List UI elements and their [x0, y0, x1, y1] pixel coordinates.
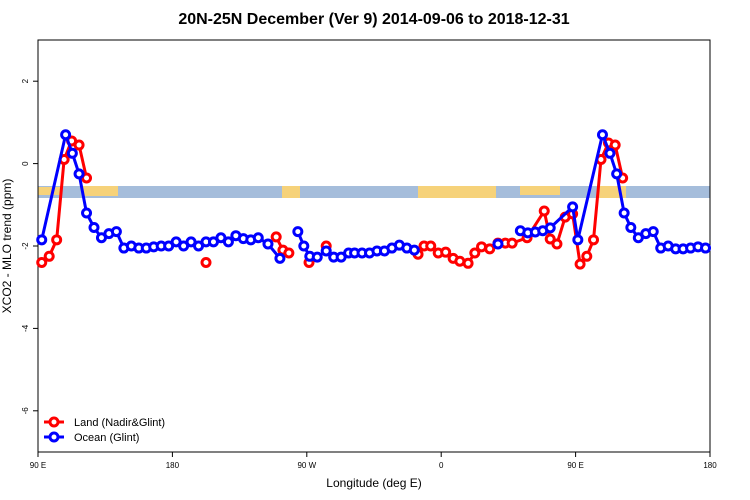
- data-point: [200, 256, 212, 268]
- data-point: [506, 237, 518, 249]
- data-point: [252, 232, 264, 244]
- data-point: [462, 257, 474, 269]
- data-point: [551, 238, 563, 250]
- data-point: [700, 242, 712, 254]
- x-tick-label: 180: [703, 461, 717, 470]
- data-point: [625, 221, 637, 233]
- y-tick-label: -4: [21, 324, 30, 332]
- data-point: [581, 250, 593, 262]
- x-tick-label: 180: [166, 461, 180, 470]
- data-point: [298, 240, 310, 252]
- data-point: [596, 129, 608, 141]
- y-axis-label: XCO2 - MLO trend (ppm): [0, 179, 14, 314]
- data-point: [73, 168, 85, 180]
- data-point: [262, 238, 274, 250]
- data-point: [574, 258, 586, 270]
- x-tick-label: 0: [439, 461, 444, 470]
- data-point: [425, 240, 437, 252]
- y-tick-label: 0: [21, 161, 30, 166]
- data-point: [572, 234, 584, 246]
- data-point: [43, 250, 55, 262]
- data-point: [283, 247, 295, 259]
- data-point: [567, 201, 579, 213]
- legend: Land (Nadir&Glint) Ocean (Glint): [44, 416, 165, 444]
- data-point: [270, 231, 282, 243]
- x-tick-label: 90 E: [30, 461, 46, 470]
- data-point: [222, 236, 234, 248]
- data-point: [73, 139, 85, 151]
- data-point: [544, 233, 556, 245]
- data-point: [408, 244, 420, 256]
- x-tick-label: 90 W: [297, 461, 316, 470]
- data-point: [492, 238, 504, 250]
- x-tick-label: 90 E: [567, 461, 583, 470]
- data-point: [36, 234, 48, 246]
- data-point: [110, 226, 122, 238]
- data-point: [66, 147, 78, 159]
- data-point: [60, 129, 72, 141]
- data-point: [36, 256, 48, 268]
- x-axis-label: Longitude (deg E): [326, 476, 421, 490]
- data-point: [609, 139, 621, 151]
- y-tick-label: -6: [21, 407, 30, 415]
- legend-label: Land (Nadir&Glint): [74, 417, 165, 429]
- data-point: [320, 245, 332, 257]
- data-point: [544, 222, 556, 234]
- map-strip: [38, 186, 710, 198]
- data-point: [88, 221, 100, 233]
- data-point: [311, 251, 323, 263]
- data-point: [484, 243, 496, 255]
- data-point: [81, 207, 93, 219]
- data-point: [292, 226, 304, 238]
- data-point: [604, 147, 616, 159]
- chart-title: 20N-25N December (Ver 9) 2014-09-06 to 2…: [178, 11, 569, 28]
- data-point: [588, 234, 600, 246]
- data-point: [647, 226, 659, 238]
- data-point: [538, 205, 550, 217]
- data-point: [469, 247, 481, 259]
- data-point: [618, 207, 630, 219]
- y-tick-label: -2: [21, 242, 30, 250]
- legend-label: Ocean (Glint): [74, 432, 139, 444]
- data-point: [440, 246, 452, 258]
- data-point: [274, 252, 286, 264]
- data-point: [611, 168, 623, 180]
- data-point: [51, 234, 63, 246]
- y-tick-label: 2: [21, 78, 30, 83]
